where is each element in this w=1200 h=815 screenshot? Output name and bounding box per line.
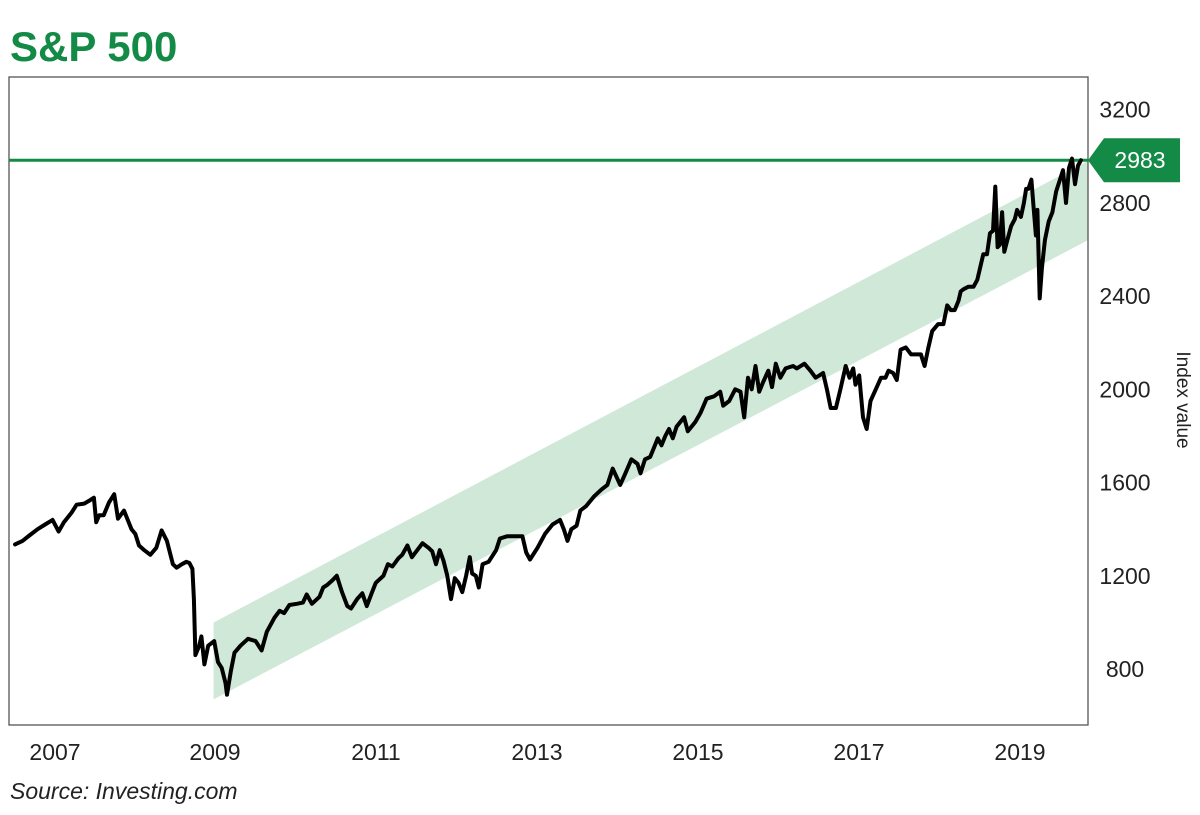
series-line — [13, 156, 1083, 697]
y-tick-label: 800 — [1106, 656, 1144, 682]
x-tick-label: 2007 — [29, 739, 80, 765]
chart-title: S&P 500 — [10, 23, 178, 70]
y-tick-label: 2400 — [1099, 283, 1150, 309]
y-tick-label: 2800 — [1099, 190, 1150, 216]
x-tick-label: 2009 — [189, 739, 240, 765]
y-tick-label: 2000 — [1099, 376, 1150, 402]
x-tick-label: 2011 — [351, 739, 400, 765]
value-flag-background — [1088, 138, 1180, 183]
trend-channel — [213, 160, 1088, 700]
x-tick-label: 2013 — [511, 739, 562, 765]
plot-frame — [8, 76, 1089, 726]
y-tick-label: 1600 — [1099, 470, 1150, 496]
y-tick-label: 3200 — [1099, 97, 1150, 123]
x-tick-label: 2017 — [833, 739, 884, 765]
source-note: Source: Investing.com — [10, 778, 238, 804]
y-tick-label: 1200 — [1099, 563, 1150, 589]
value-flag-label: 2983 — [1114, 147, 1165, 173]
value-flag: 2983 — [1088, 138, 1180, 183]
y-axis: 800 1200 1600 2000 2400 2800 3200 — [1099, 97, 1150, 682]
x-tick-label: 2015 — [672, 739, 723, 765]
y-axis-label: Index value — [1172, 351, 1193, 448]
x-tick-label: 2019 — [994, 739, 1045, 765]
x-axis: 2007 2009 2011 2013 2015 2017 2019 — [29, 739, 1045, 765]
